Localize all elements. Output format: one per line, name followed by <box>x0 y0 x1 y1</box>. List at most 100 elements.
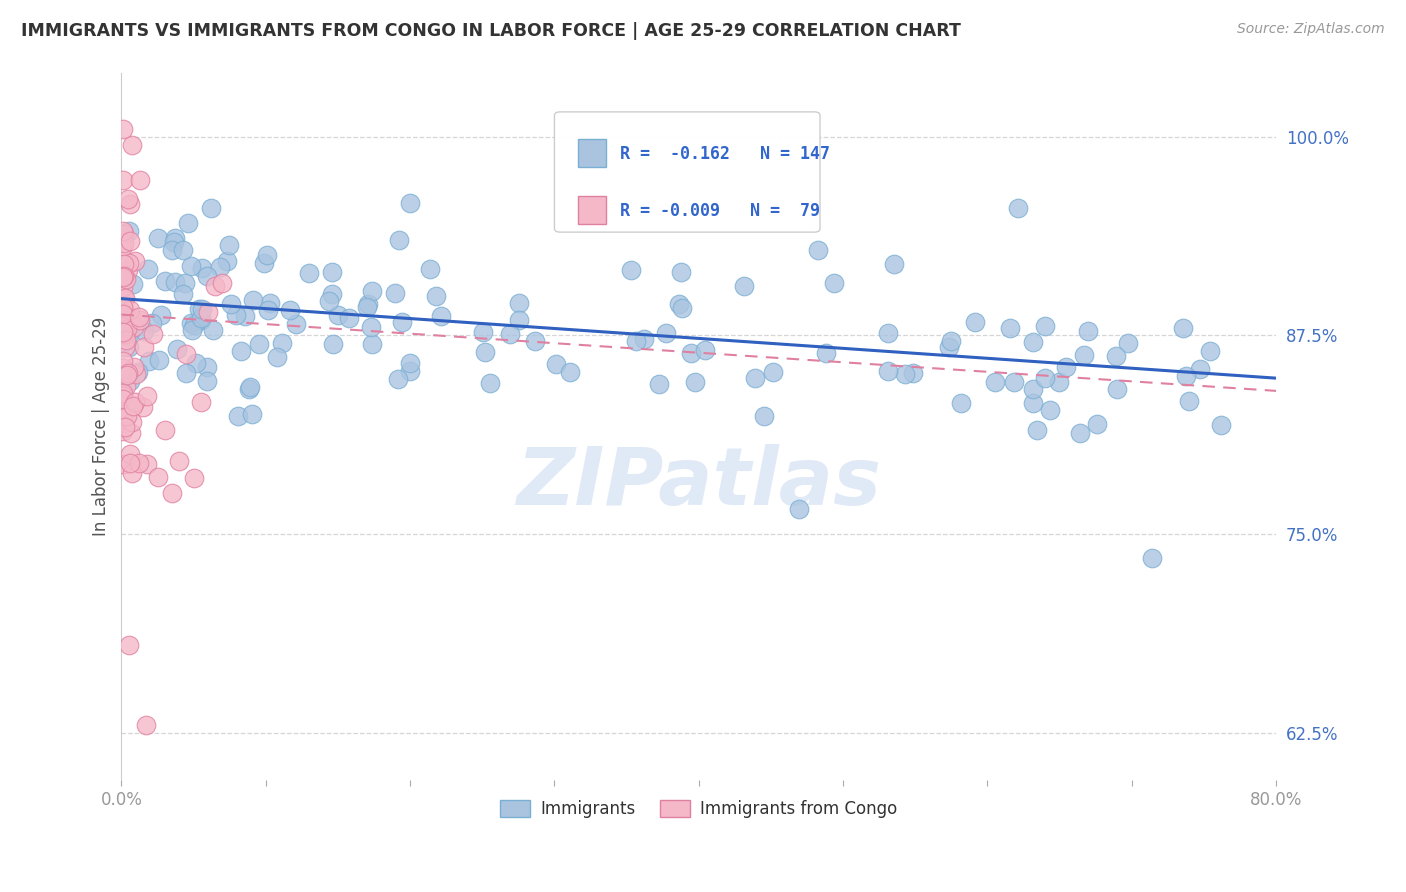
Point <box>114 379 136 393</box>
Point <box>121 277 143 291</box>
Point <box>174 366 197 380</box>
Point <box>111 300 134 314</box>
Point <box>134 324 156 338</box>
Point <box>118 340 141 354</box>
Point <box>901 366 924 380</box>
Point <box>1022 383 1045 397</box>
Text: R =  -0.162   N = 147: R = -0.162 N = 147 <box>620 145 831 163</box>
Point <box>115 271 138 285</box>
Point <box>226 409 249 423</box>
Point <box>1007 201 1029 215</box>
Point <box>188 301 211 316</box>
Point <box>111 424 134 438</box>
Point <box>128 310 150 325</box>
Point <box>112 292 135 306</box>
Point <box>949 396 972 410</box>
Point <box>479 376 502 390</box>
Point <box>357 297 380 311</box>
Point <box>195 374 218 388</box>
Point <box>247 336 270 351</box>
Point <box>118 303 141 318</box>
Point <box>965 315 987 329</box>
Point <box>118 224 141 238</box>
Point <box>111 239 134 253</box>
Text: R = -0.009   N =  79: R = -0.009 N = 79 <box>620 202 820 220</box>
Point <box>112 457 135 471</box>
Point <box>114 327 136 342</box>
Point <box>1033 371 1056 385</box>
Point <box>117 368 139 382</box>
Point <box>202 322 225 336</box>
Point <box>733 279 755 293</box>
Point <box>499 327 522 342</box>
Point <box>229 344 252 359</box>
Point <box>668 297 690 311</box>
Point <box>681 345 703 359</box>
Point <box>120 322 142 336</box>
Point <box>111 268 134 282</box>
Point <box>474 344 496 359</box>
Point <box>1199 344 1222 359</box>
Point <box>112 257 135 271</box>
Point <box>118 234 141 248</box>
Point <box>787 502 810 516</box>
Point <box>337 311 360 326</box>
Point <box>190 260 212 275</box>
Point <box>197 305 219 319</box>
Point <box>388 233 411 247</box>
Point <box>132 400 155 414</box>
Point <box>190 312 212 326</box>
Point <box>172 287 194 301</box>
Point <box>1076 325 1098 339</box>
Point <box>1085 417 1108 431</box>
Point <box>671 301 693 315</box>
Point <box>120 197 142 211</box>
FancyBboxPatch shape <box>554 112 820 232</box>
Point <box>122 319 145 334</box>
Point <box>146 470 169 484</box>
Point <box>998 320 1021 334</box>
Point <box>1140 550 1163 565</box>
Point <box>114 291 136 305</box>
Point <box>893 367 915 381</box>
Point <box>111 354 134 368</box>
Point <box>384 286 406 301</box>
Point <box>115 409 138 423</box>
Point <box>256 247 278 261</box>
Point <box>117 256 139 270</box>
Point <box>807 244 830 258</box>
Point <box>111 173 134 187</box>
Text: ZIPatlas: ZIPatlas <box>516 444 882 522</box>
Text: Source: ZipAtlas.com: Source: ZipAtlas.com <box>1237 22 1385 37</box>
Point <box>165 231 187 245</box>
Point <box>118 312 141 326</box>
Point <box>118 638 141 652</box>
Point <box>186 356 208 370</box>
Point <box>1174 368 1197 383</box>
Point <box>112 227 135 241</box>
Point <box>984 375 1007 389</box>
Point <box>762 366 785 380</box>
Point <box>114 420 136 434</box>
Point <box>671 265 693 279</box>
Point <box>149 308 172 322</box>
Point <box>148 352 170 367</box>
Point <box>1189 362 1212 376</box>
Point <box>322 337 344 351</box>
Point <box>141 316 163 330</box>
Point <box>121 137 143 152</box>
Point <box>111 270 134 285</box>
Point <box>1209 417 1232 432</box>
Point <box>219 297 242 311</box>
Point <box>117 366 139 380</box>
Point <box>114 339 136 353</box>
Point <box>1021 396 1043 410</box>
Point <box>425 289 447 303</box>
Point <box>112 280 135 294</box>
Point <box>111 392 134 406</box>
Point <box>129 173 152 187</box>
Point <box>1073 348 1095 362</box>
Point <box>121 415 143 429</box>
Point <box>173 277 195 291</box>
Point <box>180 316 202 330</box>
